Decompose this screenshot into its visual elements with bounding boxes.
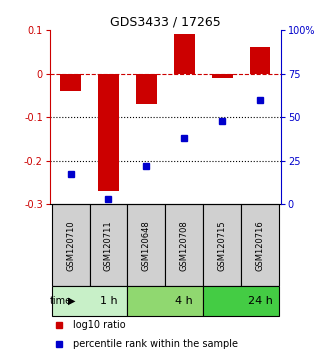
Text: GSM120708: GSM120708	[180, 220, 189, 270]
Text: GSM120711: GSM120711	[104, 220, 113, 270]
Text: log10 ratio: log10 ratio	[73, 320, 126, 330]
Bar	[203, 204, 241, 286]
Text: GSM120710: GSM120710	[66, 220, 75, 270]
Text: 24 h: 24 h	[247, 296, 273, 306]
Title: GDS3433 / 17265: GDS3433 / 17265	[110, 16, 221, 29]
Bar	[90, 204, 127, 286]
Bar	[203, 286, 279, 316]
Text: GSM120715: GSM120715	[218, 220, 227, 270]
Text: 1 h: 1 h	[100, 296, 117, 306]
Text: GSM120716: GSM120716	[256, 220, 265, 270]
Bar	[212, 74, 233, 78]
Bar	[127, 204, 165, 286]
Bar	[165, 204, 203, 286]
Text: percentile rank within the sample: percentile rank within the sample	[73, 338, 238, 349]
Bar	[98, 74, 119, 191]
Bar	[174, 34, 195, 74]
Text: ▶: ▶	[67, 296, 75, 306]
Text: time: time	[50, 296, 72, 306]
Bar	[250, 47, 271, 74]
Bar	[127, 286, 203, 316]
Bar	[136, 74, 157, 104]
Bar	[60, 74, 81, 91]
Bar	[241, 204, 279, 286]
Text: 4 h: 4 h	[175, 296, 193, 306]
Bar	[52, 204, 90, 286]
Text: GSM120648: GSM120648	[142, 220, 151, 270]
Bar	[52, 286, 127, 316]
